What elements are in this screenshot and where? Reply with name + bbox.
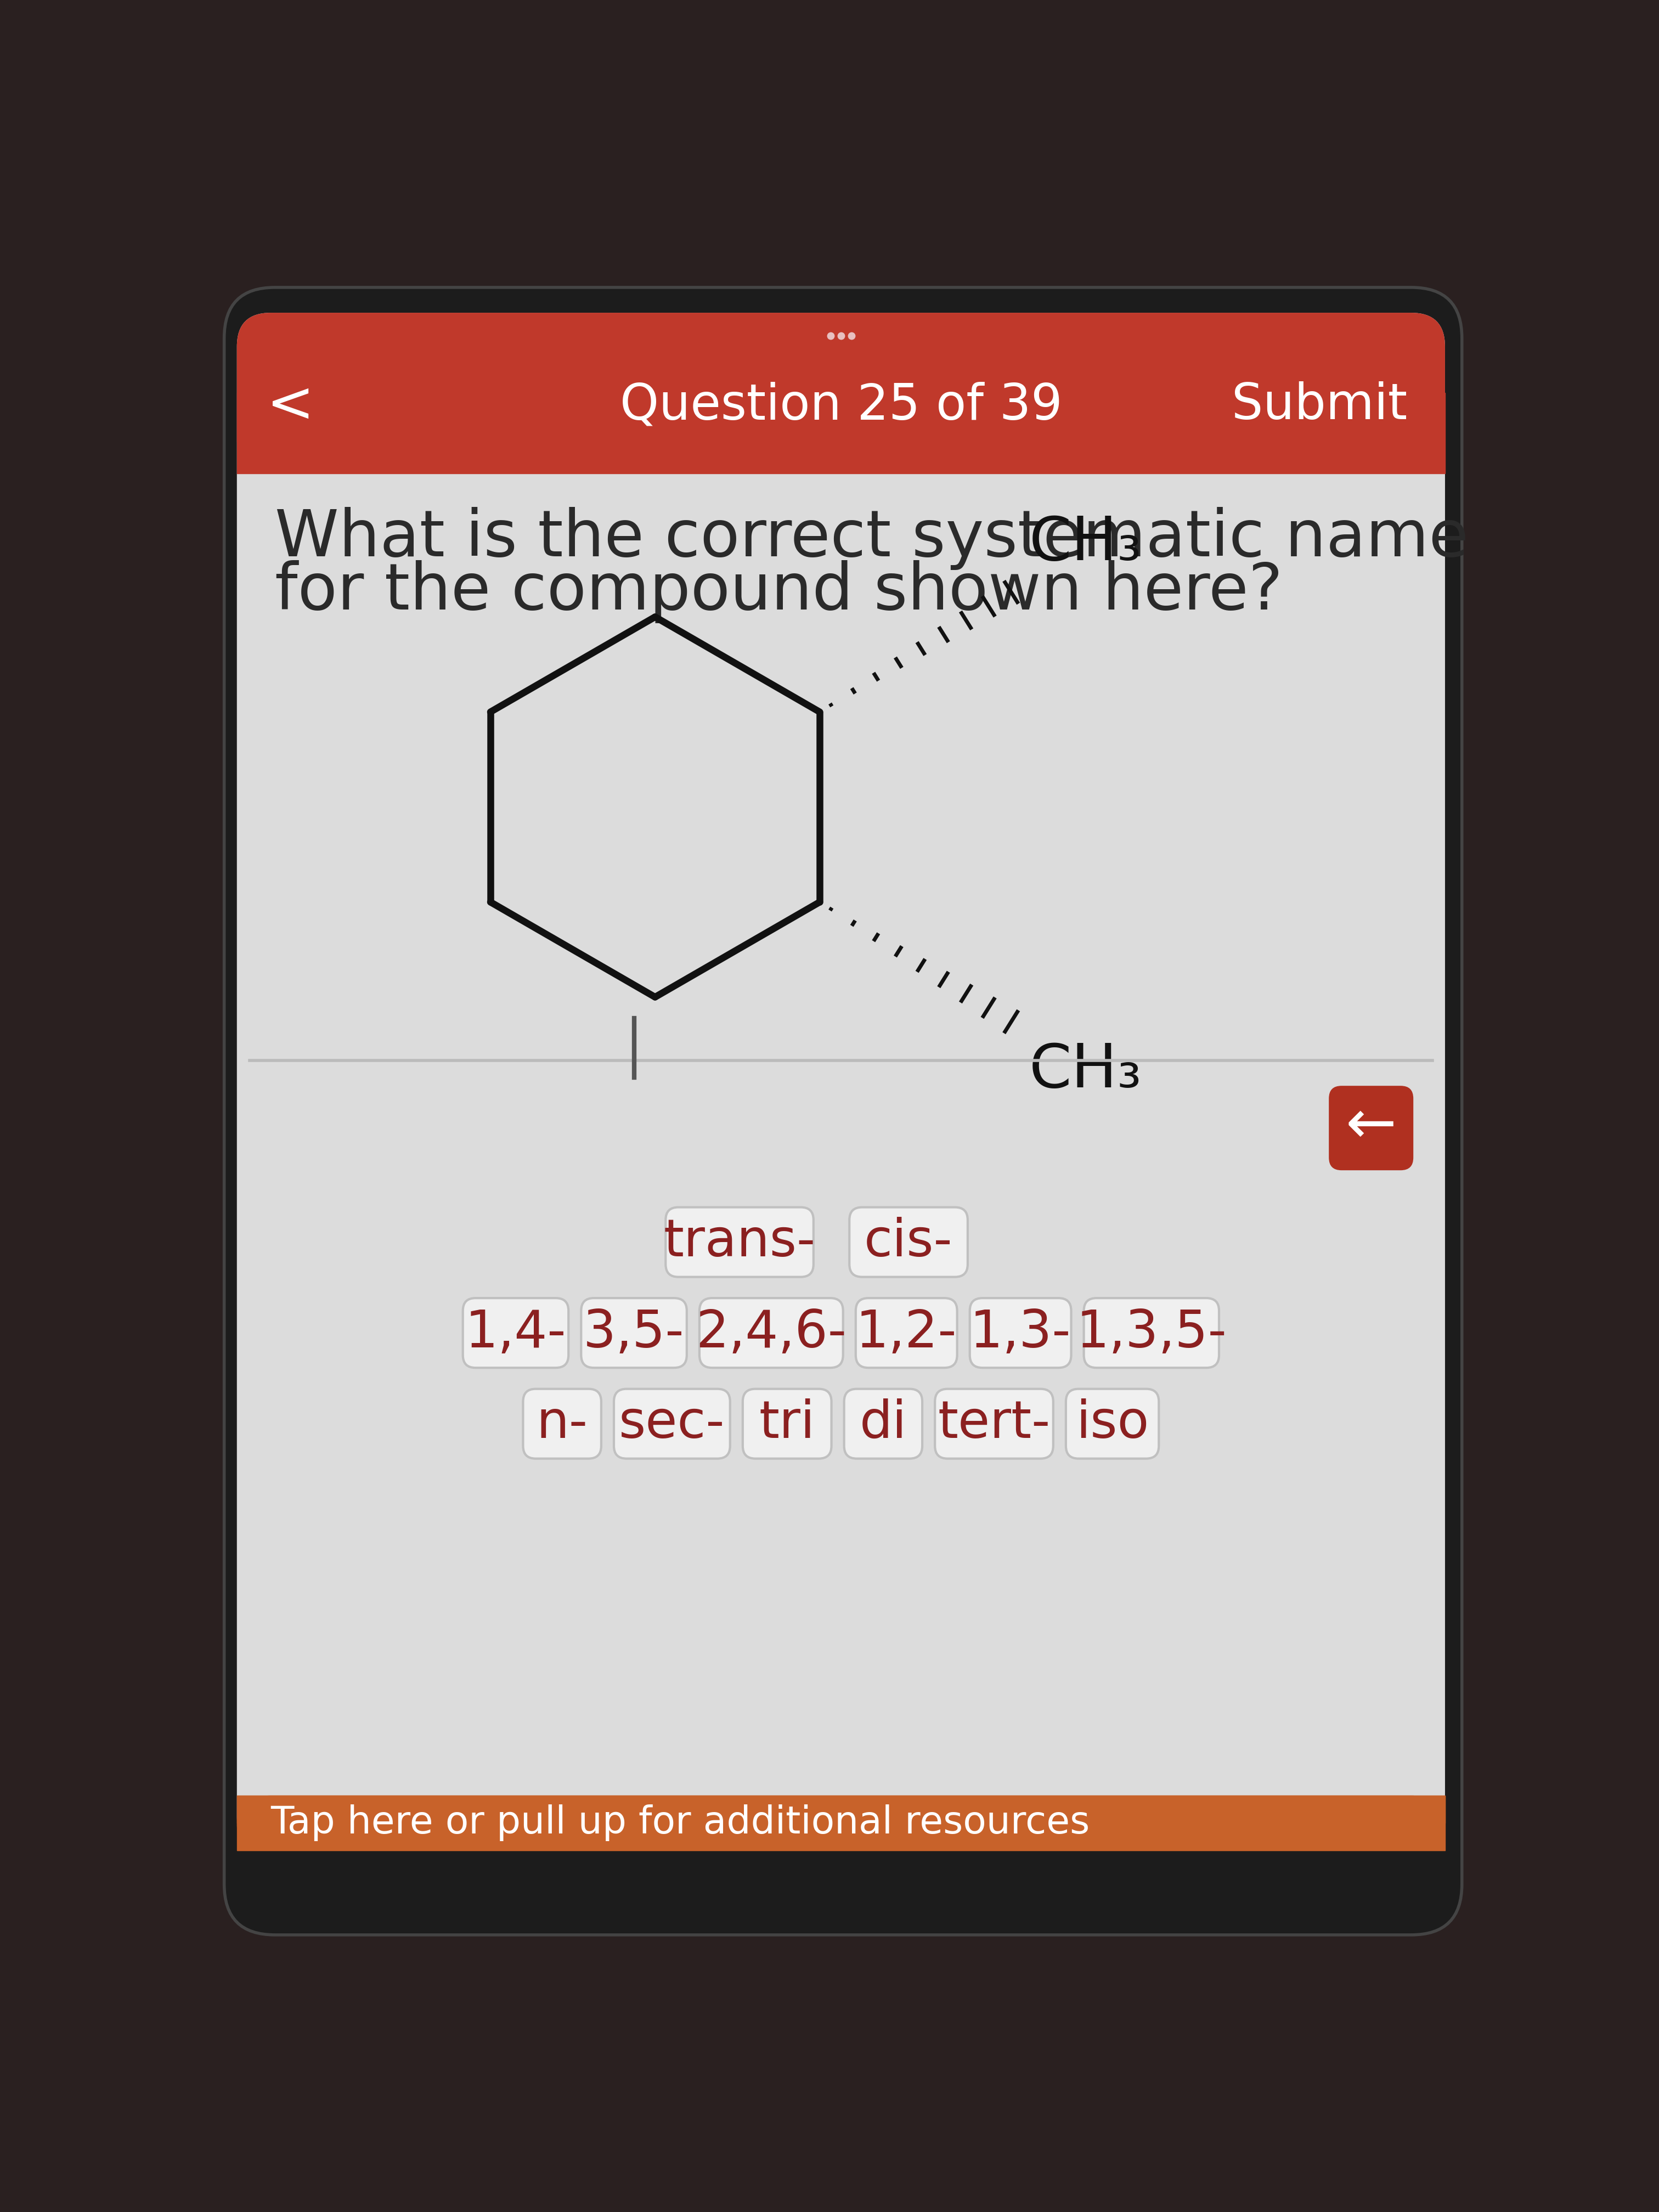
Text: tri: tri — [760, 1398, 815, 1449]
Text: <: < — [267, 378, 314, 434]
Text: 1,3,5-: 1,3,5- — [1077, 1307, 1226, 1358]
FancyBboxPatch shape — [237, 1796, 1445, 1851]
Text: Question 25 of 39: Question 25 of 39 — [620, 380, 1062, 429]
Text: 1,3-: 1,3- — [971, 1307, 1072, 1358]
FancyBboxPatch shape — [743, 1389, 831, 1458]
FancyBboxPatch shape — [614, 1389, 730, 1458]
Bar — [237, 1796, 1445, 1823]
Text: tert-: tert- — [937, 1398, 1050, 1449]
FancyBboxPatch shape — [1065, 1389, 1160, 1458]
Text: What is the correct systematic name: What is the correct systematic name — [275, 507, 1468, 571]
FancyBboxPatch shape — [849, 1208, 967, 1276]
FancyBboxPatch shape — [971, 1298, 1072, 1367]
FancyBboxPatch shape — [856, 1298, 957, 1367]
Bar — [237, 394, 1445, 473]
Text: 3,5-: 3,5- — [584, 1307, 685, 1358]
FancyBboxPatch shape — [1329, 1086, 1413, 1170]
Text: n-: n- — [536, 1398, 587, 1449]
Text: cis-: cis- — [864, 1217, 952, 1267]
FancyBboxPatch shape — [224, 288, 1462, 1936]
Text: 2,4,6-: 2,4,6- — [695, 1307, 846, 1358]
Text: Tap here or pull up for additional resources: Tap here or pull up for additional resou… — [270, 1805, 1090, 1840]
FancyBboxPatch shape — [1083, 1298, 1219, 1367]
Text: ←: ← — [1345, 1097, 1397, 1155]
FancyBboxPatch shape — [237, 312, 1445, 1851]
Text: Submit: Submit — [1231, 380, 1407, 429]
FancyBboxPatch shape — [581, 1298, 687, 1367]
FancyBboxPatch shape — [700, 1298, 843, 1367]
Bar — [237, 1796, 1445, 1851]
Text: for the compound shown here?: for the compound shown here? — [275, 560, 1282, 624]
Text: di: di — [859, 1398, 907, 1449]
FancyBboxPatch shape — [523, 1389, 601, 1458]
FancyBboxPatch shape — [936, 1389, 1053, 1458]
FancyBboxPatch shape — [237, 312, 1445, 473]
FancyBboxPatch shape — [463, 1298, 569, 1367]
FancyBboxPatch shape — [844, 1389, 922, 1458]
Text: CH₃: CH₃ — [1029, 1042, 1141, 1099]
Text: 1,4-: 1,4- — [465, 1307, 566, 1358]
FancyBboxPatch shape — [665, 1208, 813, 1276]
Text: sec-: sec- — [619, 1398, 725, 1449]
Text: 1,2-: 1,2- — [856, 1307, 957, 1358]
Text: trans-: trans- — [664, 1217, 816, 1267]
Text: iso: iso — [1075, 1398, 1150, 1449]
Text: CH₃: CH₃ — [1029, 513, 1141, 573]
